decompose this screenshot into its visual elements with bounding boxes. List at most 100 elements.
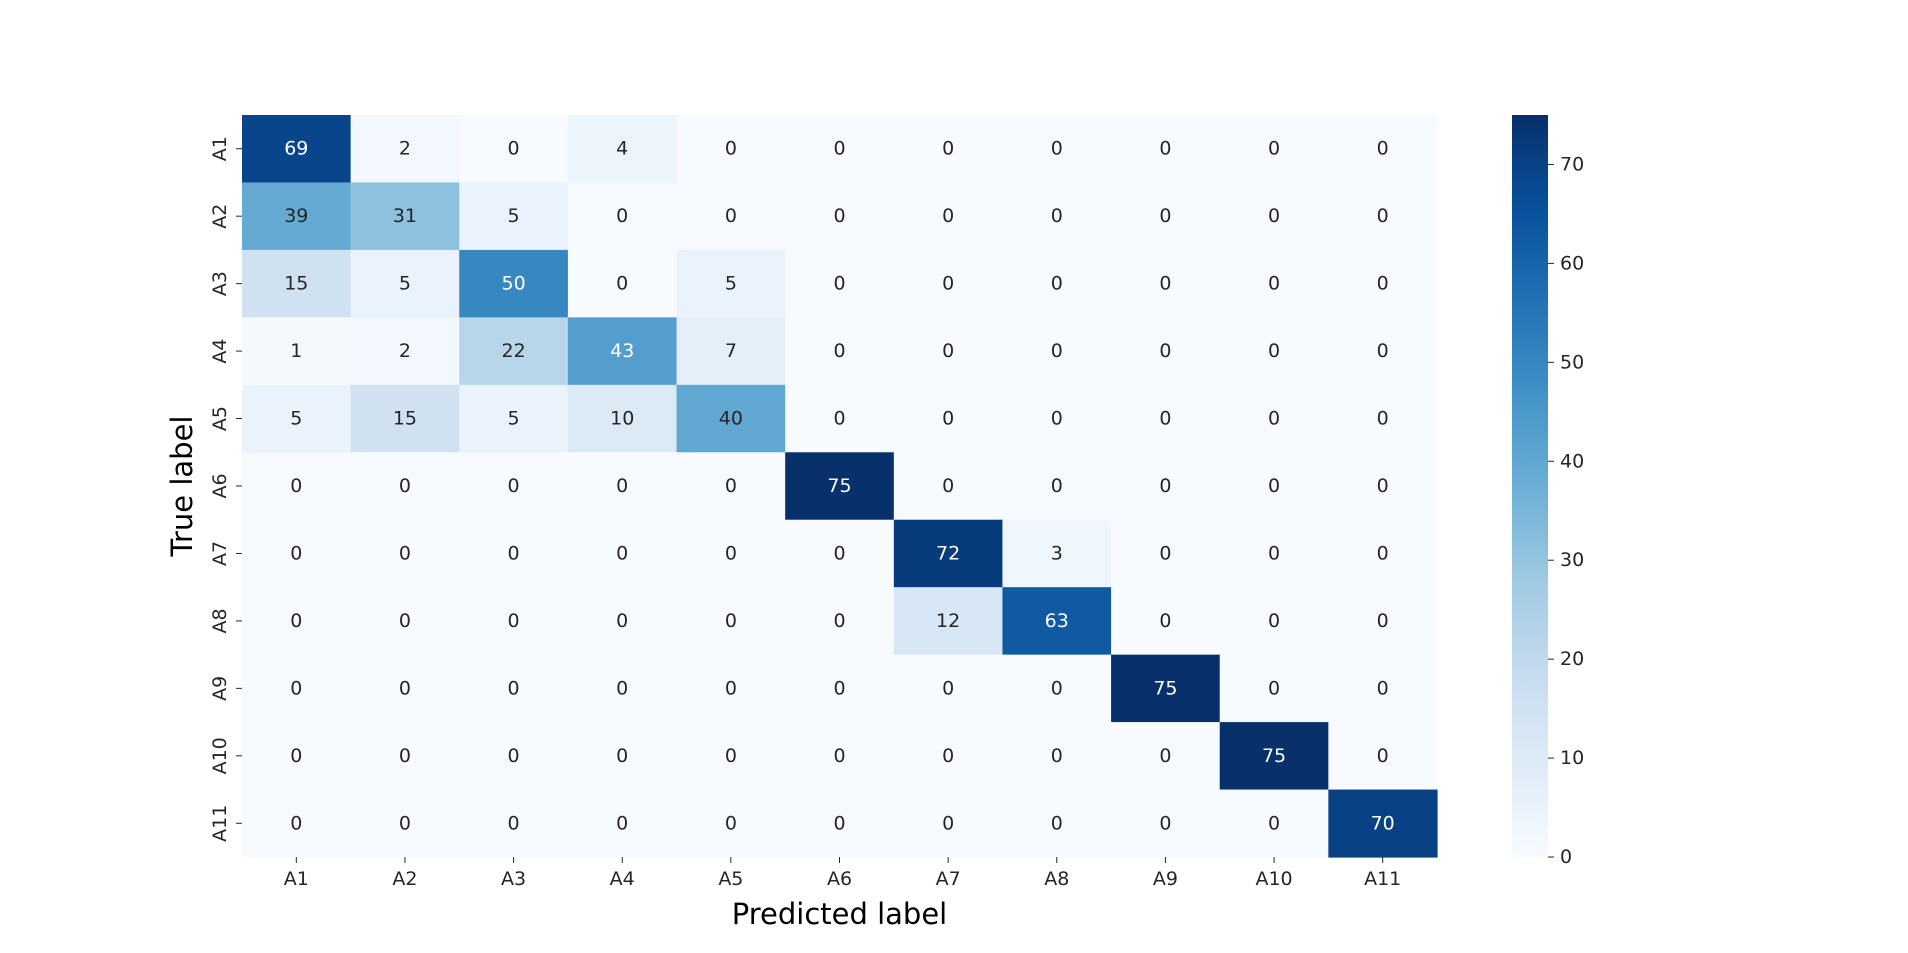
heatmap-cell-A5-A10 <box>1219 384 1329 453</box>
colorbar: 0 10 20 30 40 50 60 70 <box>1512 115 1584 868</box>
heatmap-cell-A8-A1 <box>242 587 352 656</box>
cell-value-label: 43 <box>610 340 634 362</box>
heatmap-cell-A10-A3 <box>459 722 569 791</box>
cell-value-label: 50 <box>501 273 525 295</box>
cell-value-label: 5 <box>290 408 302 430</box>
cell-value-label: 0 <box>290 542 302 564</box>
heatmap-cell-A11-A6 <box>785 789 895 858</box>
heatmap-cell-A4-A3 <box>459 317 569 386</box>
colorbar-tick-label: 40 <box>1560 450 1584 472</box>
cell-value-label: 0 <box>1268 542 1280 564</box>
cell-value-label: 0 <box>290 677 302 699</box>
cell-value-label: 0 <box>833 340 845 362</box>
heatmap-cell-A8-A9 <box>1111 587 1221 656</box>
cell-value-label: 0 <box>1159 138 1171 160</box>
cell-value-label: 0 <box>1051 475 1063 497</box>
heatmap-cell-A9-A8 <box>1002 654 1112 723</box>
cell-value-label: 0 <box>616 475 628 497</box>
heatmap-cell-A6-A3 <box>459 452 569 521</box>
cell-value-label: 0 <box>1268 610 1280 632</box>
heatmap-cell-A2-A11 <box>1328 182 1438 251</box>
cell-value-label: 0 <box>290 475 302 497</box>
cell-value-label: 0 <box>1377 408 1389 430</box>
heatmap-cell-A1-A10 <box>1219 115 1329 184</box>
y-tick-label: A11 <box>209 805 231 842</box>
heatmap-cell-A10-A9 <box>1111 722 1221 791</box>
x-tick-label: A2 <box>392 868 417 890</box>
y-tick-label: A3 <box>209 271 231 296</box>
cell-value-label: 0 <box>399 610 411 632</box>
heatmap-cell-A2-A1 <box>242 182 352 251</box>
heatmap-cell-A1-A4 <box>567 115 678 184</box>
heatmap-cell-A5-A1 <box>242 384 352 453</box>
cell-value-label: 0 <box>508 475 520 497</box>
cell-value-label: 0 <box>508 677 520 699</box>
heatmap-cell-A1-A3 <box>459 115 569 184</box>
cell-value-label: 0 <box>290 610 302 632</box>
cell-value-label: 0 <box>1159 408 1171 430</box>
heatmap-cell-A9-A6 <box>785 654 895 723</box>
heatmap-cell-A2-A9 <box>1111 182 1221 251</box>
heatmap-cell-A6-A4 <box>567 452 678 521</box>
heatmap-cell-A11-A7 <box>893 789 1004 858</box>
cell-value-label: 5 <box>508 408 520 430</box>
colorbar-tick-label: 0 <box>1560 846 1572 868</box>
cell-value-label: 0 <box>1051 273 1063 295</box>
heatmap-cell-A4-A10 <box>1219 317 1329 386</box>
cell-value-label: 31 <box>393 205 417 227</box>
cell-value-label: 0 <box>290 812 302 834</box>
cell-value-label: 2 <box>399 138 411 160</box>
heatmap-cell-A5-A3 <box>459 384 569 453</box>
cell-value-label: 5 <box>399 273 411 295</box>
cell-value-label: 0 <box>1159 610 1171 632</box>
heatmap-cell-A1-A11 <box>1328 115 1438 184</box>
cell-value-label: 0 <box>1051 340 1063 362</box>
cell-value-label: 0 <box>616 610 628 632</box>
y-tick-label: A2 <box>209 204 231 229</box>
cell-value-label: 0 <box>942 475 954 497</box>
heatmap-cell-A8-A11 <box>1328 587 1438 656</box>
cell-value-label: 5 <box>725 273 737 295</box>
cell-value-label: 2 <box>399 340 411 362</box>
heatmap-cell-A6-A5 <box>676 452 786 521</box>
heatmap-cell-A2-A7 <box>893 182 1004 251</box>
cell-value-label: 0 <box>833 542 845 564</box>
heatmap-cell-A10-A8 <box>1002 722 1112 791</box>
heatmap-cell-A11-A9 <box>1111 789 1221 858</box>
x-tick-label: A5 <box>718 868 743 890</box>
y-tick-label: A5 <box>209 406 231 431</box>
heatmap-cell-A6-A6 <box>785 452 895 521</box>
heatmap-cell-A5-A7 <box>893 384 1004 453</box>
x-tick-label: A6 <box>827 868 852 890</box>
heatmap-cell-A11-A4 <box>567 789 678 858</box>
heatmap-cell-A4-A9 <box>1111 317 1221 386</box>
cell-value-label: 0 <box>725 812 737 834</box>
heatmap-cell-A9-A1 <box>242 654 352 723</box>
cell-value-label: 0 <box>942 745 954 767</box>
heatmap-cell-A8-A10 <box>1219 587 1329 656</box>
cell-value-label: 0 <box>1051 745 1063 767</box>
heatmap-cell-A3-A10 <box>1219 249 1329 318</box>
heatmap-cell-A8-A7 <box>893 587 1004 656</box>
heatmap-cell-A9-A7 <box>893 654 1004 723</box>
heatmap-cell-A6-A7 <box>893 452 1004 521</box>
cell-value-label: 0 <box>1159 205 1171 227</box>
heatmap-cell-A5-A5 <box>676 384 786 453</box>
cell-value-label: 0 <box>1377 610 1389 632</box>
cell-value-label: 0 <box>942 138 954 160</box>
cell-value-label: 63 <box>1045 610 1069 632</box>
heatmap-cell-A2-A8 <box>1002 182 1112 251</box>
heatmap-cell-A1-A5 <box>676 115 786 184</box>
cell-value-label: 12 <box>936 610 960 632</box>
heatmap-cell-A11-A2 <box>350 789 460 858</box>
heatmap-cell-A10-A4 <box>567 722 678 791</box>
heatmap-cell-A8-A8 <box>1002 587 1112 656</box>
cell-value-label: 0 <box>1268 475 1280 497</box>
heatmap-cell-A8-A5 <box>676 587 786 656</box>
colorbar-tick-label: 50 <box>1560 351 1584 373</box>
cell-value-label: 0 <box>508 610 520 632</box>
heatmap-cell-A9-A3 <box>459 654 569 723</box>
cell-value-label: 0 <box>616 273 628 295</box>
heatmap-cell-A6-A8 <box>1002 452 1112 521</box>
